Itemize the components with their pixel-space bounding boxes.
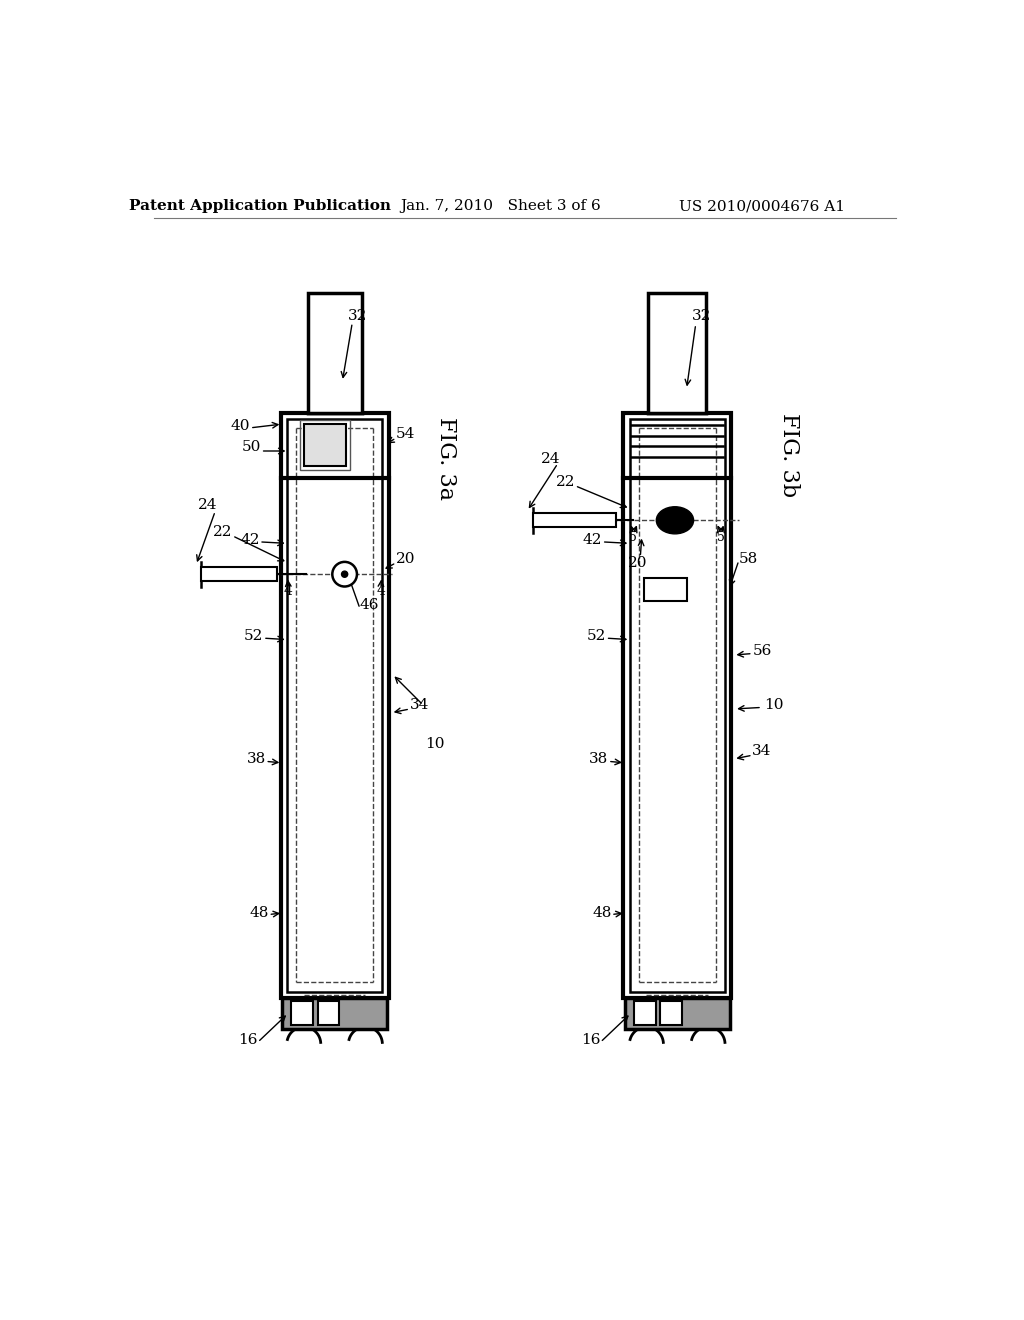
Ellipse shape bbox=[656, 507, 693, 533]
Text: 32: 32 bbox=[348, 309, 368, 323]
Bar bbox=[304, 424, 346, 466]
Bar bbox=[625, 998, 730, 1028]
Text: 42: 42 bbox=[241, 532, 260, 546]
Text: 38: 38 bbox=[589, 752, 608, 766]
Bar bbox=[317, 1001, 339, 1026]
Text: 20: 20 bbox=[628, 556, 647, 570]
Bar bbox=[634, 1001, 655, 1026]
Bar bbox=[300, 420, 350, 470]
Bar bbox=[644, 578, 686, 601]
Bar bbox=[287, 418, 382, 991]
Text: 32: 32 bbox=[692, 309, 712, 323]
Text: 22: 22 bbox=[213, 525, 232, 539]
Text: 16: 16 bbox=[582, 1034, 601, 1047]
Bar bbox=[624, 412, 731, 998]
Text: 5: 5 bbox=[630, 531, 637, 544]
Text: Patent Application Publication: Patent Application Publication bbox=[129, 199, 391, 213]
Text: 10: 10 bbox=[764, 698, 783, 711]
Bar bbox=[660, 1001, 682, 1026]
Text: 34: 34 bbox=[753, 744, 772, 758]
Text: 56: 56 bbox=[753, 644, 772, 659]
Bar bbox=[202, 568, 276, 581]
Bar bbox=[648, 293, 706, 413]
Circle shape bbox=[333, 562, 357, 586]
Text: 52: 52 bbox=[244, 628, 263, 643]
Text: Jan. 7, 2010   Sheet 3 of 6: Jan. 7, 2010 Sheet 3 of 6 bbox=[399, 199, 600, 213]
Text: 5: 5 bbox=[717, 531, 725, 544]
Text: 24: 24 bbox=[541, 451, 560, 466]
Bar bbox=[307, 293, 361, 413]
Text: 48: 48 bbox=[592, 906, 611, 920]
Text: 52: 52 bbox=[587, 628, 606, 643]
Text: 10: 10 bbox=[425, 737, 444, 751]
Text: 22: 22 bbox=[556, 475, 575, 488]
Text: 48: 48 bbox=[250, 906, 269, 920]
Bar bbox=[292, 1001, 313, 1026]
Text: FIG. 3b: FIG. 3b bbox=[778, 413, 800, 496]
Text: 20: 20 bbox=[395, 552, 415, 566]
Text: 46: 46 bbox=[359, 598, 379, 612]
Bar bbox=[532, 513, 615, 527]
Text: 24: 24 bbox=[198, 498, 217, 512]
Bar bbox=[281, 412, 388, 998]
Text: US 2010/0004676 A1: US 2010/0004676 A1 bbox=[679, 199, 845, 213]
Text: 34: 34 bbox=[410, 698, 429, 711]
Text: 4: 4 bbox=[284, 585, 293, 598]
Text: FIG. 3a: FIG. 3a bbox=[435, 417, 458, 500]
Bar bbox=[630, 418, 725, 991]
Text: 40: 40 bbox=[231, 420, 251, 433]
Text: 54: 54 bbox=[395, 428, 415, 441]
Text: 38: 38 bbox=[247, 752, 265, 766]
Text: 4: 4 bbox=[377, 585, 385, 598]
Text: 42: 42 bbox=[583, 532, 602, 546]
Text: 50: 50 bbox=[242, 440, 261, 454]
Text: 58: 58 bbox=[738, 552, 758, 566]
Text: 16: 16 bbox=[239, 1034, 258, 1047]
Bar bbox=[283, 998, 387, 1028]
Circle shape bbox=[342, 572, 348, 577]
